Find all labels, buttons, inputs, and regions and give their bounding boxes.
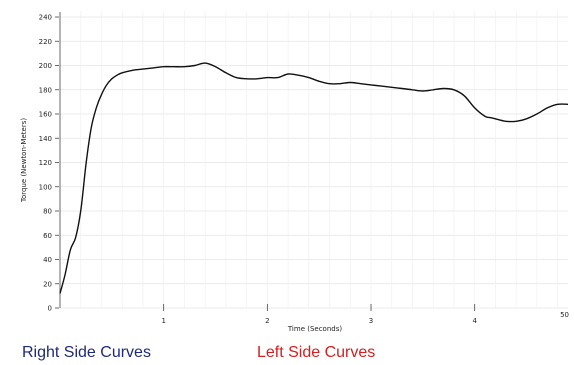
legend-left-side-curves: Left Side Curves [257,344,376,361]
y-axis-ticks: 0 20 40 60 80 100 120 140 160 180 200 220 240 [39,14,59,313]
y-tick-label: 120 [39,159,52,167]
x-end-tick-label: 50 [560,311,569,319]
y-tick-label: 200 [39,62,52,70]
grid-lines [60,11,568,309]
x-tick-label: 4 [472,317,477,325]
y-tick-label: 100 [39,183,52,191]
y-axis-title: Torque (Newton-Meters) [20,118,28,203]
x-tick-label: 3 [369,317,373,325]
y-tick-label: 240 [39,14,52,22]
y-tick-label: 0 [48,305,52,313]
x-tick-label: 1 [161,317,165,325]
torque-line [59,62,569,294]
x-axis-title: Time (Seconds) [287,325,342,333]
y-tick-label: 40 [43,256,52,264]
y-tick-label: 80 [43,208,52,216]
y-tick-label: 160 [39,111,52,119]
y-tick-label: 180 [39,86,52,94]
legend-right-side-curves: Right Side Curves [22,344,151,361]
x-tick-label: 2 [265,317,269,325]
y-tick-label: 140 [39,135,52,143]
y-tick-label: 60 [43,232,52,240]
y-tick-label: 20 [43,280,52,288]
y-tick-label: 220 [39,38,52,46]
x-axis-ticks: 1 2 3 4 [161,304,477,325]
torque-chart: 0 20 40 60 80 100 120 140 160 180 200 220 240 1 2 3 4 5… [20,11,569,333]
